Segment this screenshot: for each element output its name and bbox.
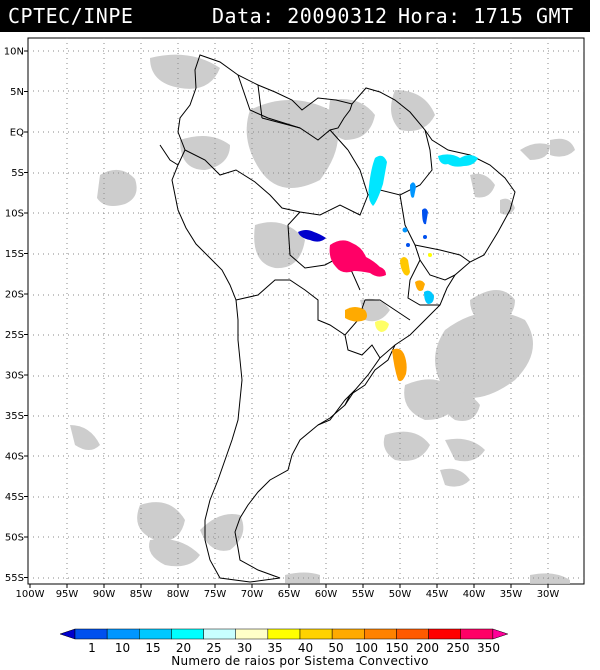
- cluster-parana: [375, 320, 389, 332]
- cluster-dot-1: [402, 227, 408, 233]
- cluster-bolivia-west: [298, 230, 326, 242]
- lat-label: 45S: [5, 492, 24, 503]
- lon-label: 65W: [278, 589, 301, 600]
- colorbar-swatch: [396, 628, 429, 640]
- colorbar-label: 35: [267, 641, 282, 655]
- cluster-paraguay: [345, 307, 367, 322]
- lon-label: 55W: [352, 589, 375, 600]
- cluster-dot-4: [423, 235, 427, 239]
- colorbar-swatch: [331, 628, 365, 640]
- colorbar-label: 25: [206, 641, 221, 655]
- colorbar-labels: 1 10 15 20 25 30 35 40 50 100 150 200 250 350: [88, 641, 500, 655]
- lon-label: 50W: [389, 589, 412, 600]
- colorbar-swatches: [59, 628, 509, 640]
- cluster-goias: [400, 257, 410, 276]
- colorbar: 1 10 15 20 25 30 35 40 50 100 150 200 250 350: [59, 628, 509, 655]
- lon-label: 75W: [204, 589, 227, 600]
- lat-label: 10S: [5, 209, 24, 220]
- cluster-dot-2: [406, 243, 410, 247]
- title-bar: CPTEC/INPE Data: 20090312 Hora: 1715 GMT: [0, 0, 590, 32]
- cluster-mato-grosso: [329, 240, 386, 277]
- colorbar-min-arrow: [59, 628, 76, 640]
- colorbar-swatch: [74, 628, 108, 640]
- colorbar-label: 350: [477, 641, 500, 655]
- lat-label: 20S: [5, 290, 24, 301]
- lon-label: 85W: [130, 589, 153, 600]
- cluster-amazon: [368, 155, 387, 206]
- lat-label: 25S: [5, 330, 24, 341]
- lat-label: 55S: [5, 573, 24, 584]
- continent-outline: [159, 54, 516, 583]
- lon-label: 70W: [241, 589, 264, 600]
- lon-label: 40W: [463, 589, 486, 600]
- colorbar-label: 50: [328, 641, 343, 655]
- colorbar-swatch: [364, 628, 397, 640]
- cluster-northeast: [438, 154, 478, 167]
- colorbar-swatch: [139, 628, 172, 640]
- lat-label: 15S: [5, 249, 24, 260]
- lon-label: 100W: [16, 589, 45, 600]
- lat-label: 5S: [11, 168, 24, 179]
- colorbar-label: 30: [237, 641, 252, 655]
- lon-label: 45W: [426, 589, 449, 600]
- colorbar-swatch: [460, 628, 494, 640]
- lon-label: 80W: [167, 589, 190, 600]
- lightning-map: 10N5NEQ5S10S15S20S25S30S35S40S45S50S55S …: [4, 37, 585, 600]
- colorbar-label: 100: [355, 641, 378, 655]
- colorbar-label: 150: [386, 641, 409, 655]
- colorbar-swatch: [428, 628, 461, 640]
- lat-lon-grid: [28, 38, 584, 584]
- lat-label: 40S: [5, 452, 24, 463]
- colorbar-swatch: [203, 628, 236, 640]
- lat-label: EQ: [10, 128, 24, 139]
- lon-label: 60W: [315, 589, 338, 600]
- lat-label: 10N: [4, 47, 24, 58]
- colorbar-label: 1: [88, 641, 96, 655]
- date-label: Data: 20090312: [212, 4, 388, 28]
- lat-label: 30S: [5, 371, 24, 382]
- colorbar-swatch: [267, 628, 301, 640]
- longitude-labels: 100W 95W 90W 85W 80W 75W 70W 65W 60W 55W 50W 45W 40W…: [16, 584, 560, 600]
- colorbar-label: 250: [447, 641, 470, 655]
- cluster-bahia: [422, 208, 428, 225]
- lat-label: 50S: [5, 533, 24, 544]
- time-label: Hora: 1715 GMT: [398, 4, 574, 28]
- colorbar-title: Numero de raios por Sistema Convectivo: [171, 654, 429, 668]
- lon-label: 90W: [93, 589, 116, 600]
- cluster-santa-catarina: [392, 348, 407, 382]
- lon-label: 35W: [500, 589, 523, 600]
- colorbar-swatch: [171, 628, 204, 640]
- colorbar-label: 20: [176, 641, 191, 655]
- colorbar-swatch: [106, 628, 140, 640]
- colorbar-label: 10: [115, 641, 130, 655]
- cluster-tocantins: [410, 182, 416, 198]
- cluster-sao-paulo: [424, 290, 434, 304]
- colorbar-swatch: [299, 628, 333, 640]
- colorbar-label: 200: [416, 641, 439, 655]
- lat-label: 35S: [5, 411, 24, 422]
- cluster-minas: [415, 280, 425, 291]
- cluster-dot-3: [428, 253, 432, 257]
- lightning-clusters: [298, 154, 478, 382]
- lon-label: 30W: [537, 589, 560, 600]
- latitude-labels: 10N 5N EQ 5S 10S 15S 20S 25S 30S 35S 40S 45S 50S 55S: [4, 47, 28, 584]
- colorbar-swatch: [235, 628, 269, 640]
- colorbar-max-arrow: [492, 628, 509, 640]
- source-label: CPTEC/INPE: [8, 4, 134, 28]
- colorbar-label: 40: [298, 641, 313, 655]
- colorbar-label: 15: [145, 641, 160, 655]
- lon-label: 95W: [56, 589, 79, 600]
- lat-label: 5N: [10, 87, 24, 98]
